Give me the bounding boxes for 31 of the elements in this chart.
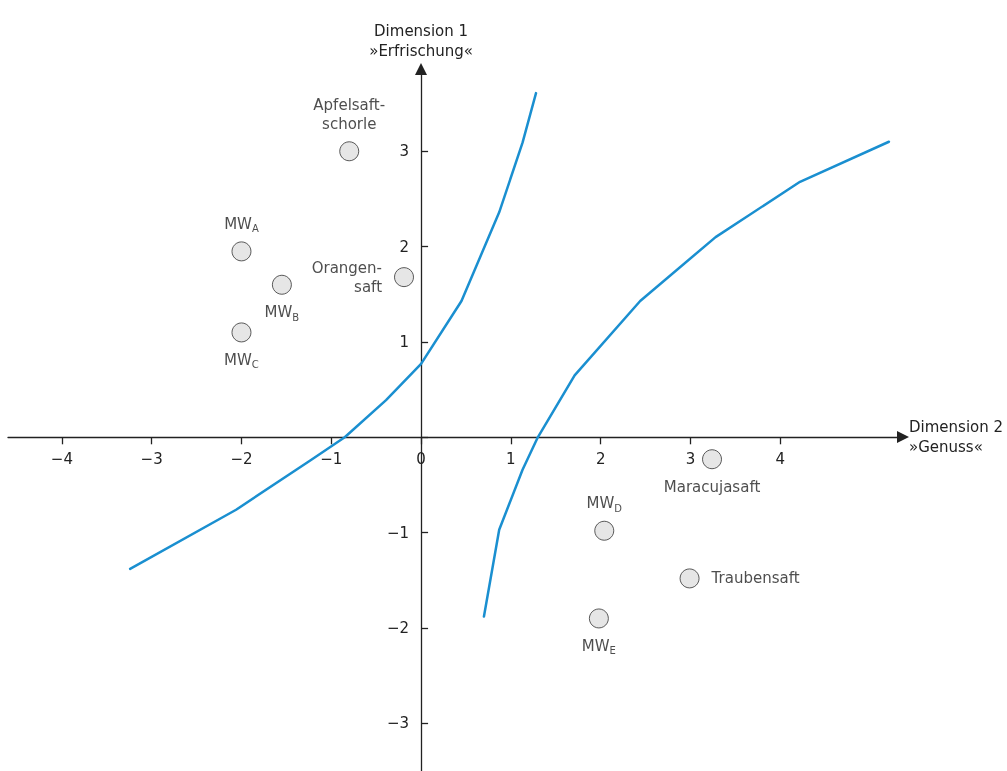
y-tick-label: −3 <box>386 714 410 733</box>
point <box>339 141 360 162</box>
point <box>679 568 700 589</box>
x-tick-label: 3 <box>685 449 696 468</box>
point <box>271 274 292 295</box>
point <box>588 608 609 629</box>
data-label: Traubensaft <box>710 569 800 588</box>
point <box>231 241 252 262</box>
x-tick-label: −1 <box>320 449 343 468</box>
y-tick-label: 2 <box>399 237 410 256</box>
data-label: Orangen- saft <box>311 258 383 296</box>
y-tick-label: −2 <box>386 618 410 637</box>
data-label: Maracujasaft <box>663 477 761 496</box>
x-tick-label: 1 <box>506 449 516 468</box>
data-label: Apfelsaft- schorle <box>313 95 386 133</box>
x-tick-label: −4 <box>50 449 73 468</box>
point <box>702 449 723 470</box>
y-tick-label: 3 <box>399 142 410 161</box>
point <box>594 520 615 541</box>
y-axis-title: Dimension 1 »Erfrischung« <box>369 22 473 60</box>
x-tick-label: −2 <box>230 449 253 468</box>
line-series <box>128 91 538 571</box>
y-tick-label: −1 <box>386 523 410 542</box>
x-tick-label: −3 <box>140 449 163 468</box>
x-tick-label: 2 <box>595 449 606 468</box>
line-series <box>482 140 891 618</box>
point <box>231 322 252 343</box>
x-tick-label: 4 <box>775 449 786 468</box>
x-axis-title: Dimension 2 »Genuss« <box>909 418 1004 457</box>
point <box>394 267 415 288</box>
y-tick-label: 1 <box>399 332 410 351</box>
